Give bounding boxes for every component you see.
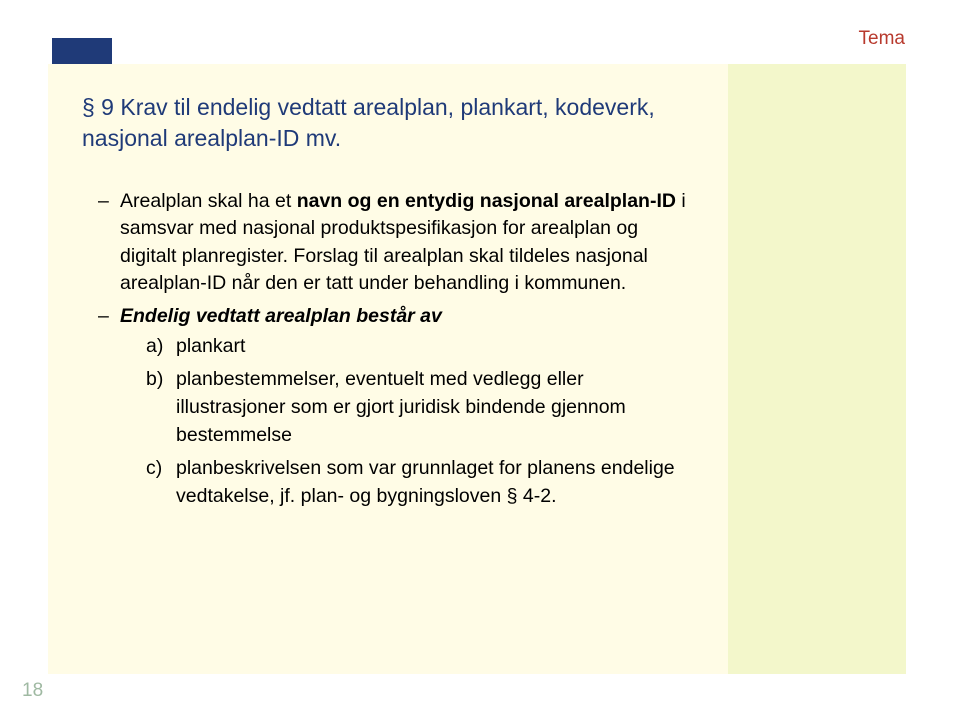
sub-text: planbestemmelser, eventuelt med vedlegg … [176,368,626,445]
page-number: 18 [22,680,43,702]
text-run-bold: navn og en entydig nasjonal arealplan-ID [297,190,676,212]
text-run-bold-italic: Endelig vedtatt arealplan består av [120,305,442,327]
sub-item: b) planbestemmelser, eventuelt med vedle… [146,366,694,449]
topic-label: Tema [859,28,905,50]
bullet-list: Arealplan skal ha et navn og en entydig … [82,188,694,511]
bullet-item: Arealplan skal ha et navn og en entydig … [98,188,694,297]
header-accent-bar [52,38,112,64]
sidebar-panel [728,64,906,674]
bullet-item: Endelig vedtatt arealplan består av a) p… [98,303,694,510]
sub-letter: b) [146,366,163,394]
slide-title: § 9 Krav til endelig vedtatt arealplan, … [82,92,694,154]
sub-item: a) plankart [146,333,694,361]
slide: Tema § 9 Krav til endelig vedtatt arealp… [0,0,960,720]
sub-letter: a) [146,333,163,361]
text-run: Arealplan skal ha et [120,190,297,212]
sub-letter: c) [146,455,162,483]
sub-item: c) planbeskrivelsen som var grunnlaget f… [146,455,694,510]
sub-list: a) plankart b) planbestemmelser, eventue… [120,333,694,511]
sub-text: plankart [176,335,245,357]
sub-text: planbeskrivelsen som var grunnlaget for … [176,457,675,507]
content-panel: § 9 Krav til endelig vedtatt arealplan, … [48,64,728,674]
